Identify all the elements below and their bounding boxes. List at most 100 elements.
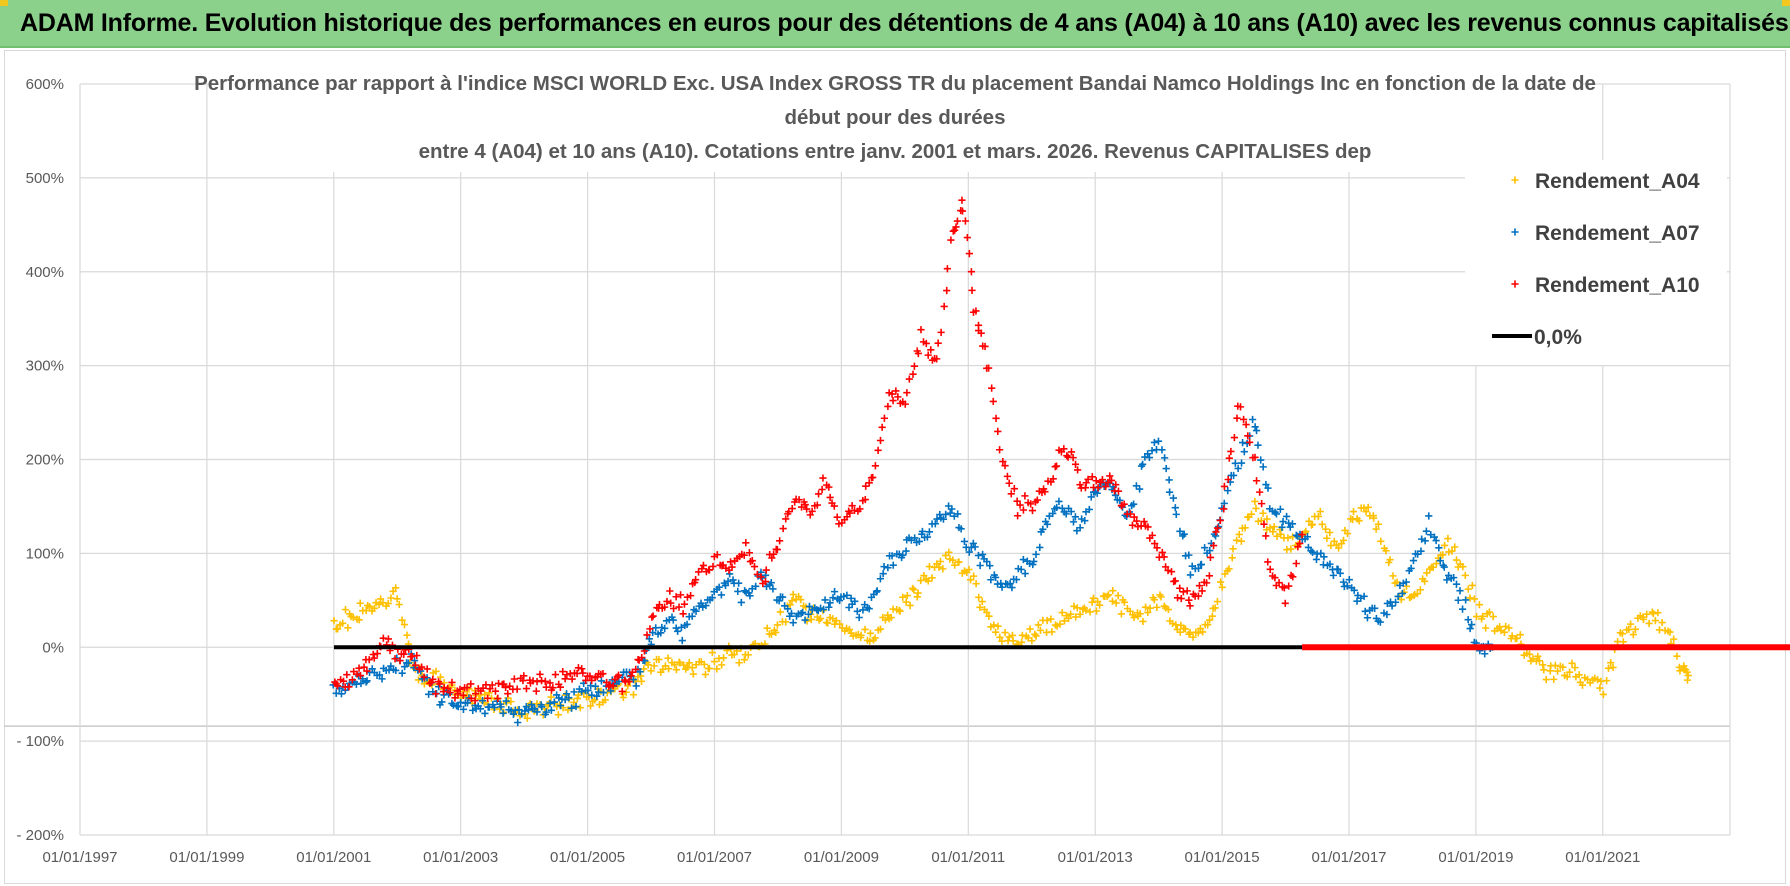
data-point-marker <box>370 604 378 612</box>
y-tick-label: 400% <box>26 264 64 281</box>
data-point-marker <box>1018 638 1026 646</box>
data-point-marker <box>1240 448 1248 456</box>
data-point-marker <box>826 599 834 607</box>
data-point-marker <box>1186 571 1195 579</box>
data-point-marker <box>767 579 775 587</box>
data-point-marker <box>933 355 941 363</box>
data-point-marker <box>1256 488 1264 496</box>
data-point-marker <box>1194 629 1202 637</box>
data-point-marker <box>1349 507 1358 516</box>
data-point-marker <box>797 596 805 604</box>
data-point-marker <box>556 683 564 691</box>
data-point-marker <box>333 625 342 633</box>
data-point-marker <box>648 613 656 621</box>
data-point-marker <box>1132 482 1140 490</box>
data-point-marker <box>400 621 409 629</box>
data-point-marker <box>570 698 578 706</box>
data-point-marker <box>772 628 780 637</box>
data-point-marker <box>395 600 403 609</box>
data-point-marker <box>861 495 869 504</box>
data-point-marker <box>1067 448 1076 456</box>
data-point-marker <box>490 703 499 712</box>
data-point-marker <box>1211 604 1219 612</box>
data-point-marker <box>353 670 361 678</box>
data-point-marker <box>1012 576 1021 584</box>
data-point-marker <box>1039 525 1047 533</box>
data-point-marker <box>1235 530 1243 539</box>
data-point-marker <box>1183 587 1191 595</box>
data-point-marker <box>536 670 544 678</box>
data-point-marker <box>925 528 933 536</box>
data-point-marker <box>614 671 623 679</box>
data-point-marker <box>1144 450 1152 458</box>
data-point-marker <box>559 667 567 676</box>
data-point-marker <box>1684 671 1692 680</box>
data-point-marker <box>920 571 928 580</box>
data-point-marker <box>485 689 493 697</box>
data-point-marker <box>513 685 521 693</box>
data-point-marker <box>702 601 710 610</box>
data-point-marker <box>1024 634 1032 642</box>
data-point-marker <box>429 675 437 683</box>
data-point-marker <box>1206 616 1214 624</box>
data-point-marker <box>1439 551 1447 559</box>
data-point-marker <box>1553 667 1562 675</box>
data-point-marker <box>934 339 942 347</box>
data-point-marker <box>1283 512 1291 521</box>
data-point-marker <box>692 607 700 615</box>
data-point-marker <box>911 534 919 542</box>
data-point-marker <box>1133 517 1141 525</box>
data-point-marker <box>963 233 971 242</box>
data-point-marker <box>1025 559 1034 568</box>
data-point-marker <box>846 509 854 517</box>
data-point-marker <box>1109 587 1117 595</box>
data-point-marker <box>859 606 867 614</box>
data-point-marker <box>572 702 580 711</box>
data-point-marker <box>814 490 823 498</box>
data-point-marker <box>627 672 635 680</box>
data-point-marker <box>1542 675 1550 684</box>
data-point-marker <box>1239 439 1247 447</box>
data-point-marker <box>1026 625 1034 633</box>
data-point-marker <box>547 706 555 714</box>
data-point-marker <box>917 326 925 334</box>
data-point-marker <box>1382 547 1390 555</box>
data-point-marker <box>983 557 991 566</box>
data-point-marker <box>694 568 703 576</box>
data-point-marker <box>360 663 368 671</box>
data-point-marker <box>1276 505 1284 513</box>
data-point-marker <box>576 704 584 712</box>
data-point-marker <box>599 688 608 697</box>
data-point-marker <box>1269 528 1277 536</box>
data-point-marker <box>1055 497 1063 506</box>
data-point-marker <box>1540 666 1548 674</box>
data-point-marker <box>1053 503 1061 512</box>
data-point-marker <box>1005 479 1013 487</box>
data-point-marker <box>935 563 943 571</box>
data-point-marker <box>414 676 423 684</box>
data-point-marker <box>1604 664 1613 672</box>
data-point-marker <box>1140 517 1148 526</box>
data-point-marker <box>481 690 489 699</box>
data-point-marker <box>996 633 1004 641</box>
data-point-marker <box>1027 500 1035 508</box>
data-point-marker <box>622 688 630 696</box>
x-tick-label: 01/01/2007 <box>677 849 752 866</box>
data-point-marker <box>958 196 966 204</box>
data-point-marker <box>1071 513 1079 521</box>
data-point-marker <box>1136 485 1144 493</box>
data-point-marker <box>657 629 665 637</box>
data-point-marker <box>1339 578 1348 586</box>
data-point-marker <box>1372 525 1380 533</box>
data-point-marker <box>985 364 993 372</box>
data-point-marker <box>939 565 947 573</box>
data-point-marker <box>975 593 983 601</box>
data-point-marker <box>632 682 640 690</box>
data-point-marker <box>378 675 386 683</box>
data-point-marker <box>1355 517 1363 525</box>
data-point-marker <box>1323 534 1331 542</box>
data-point-marker <box>1176 527 1184 535</box>
data-point-marker <box>344 624 352 632</box>
data-point-marker <box>847 594 855 602</box>
data-point-marker <box>851 597 859 605</box>
